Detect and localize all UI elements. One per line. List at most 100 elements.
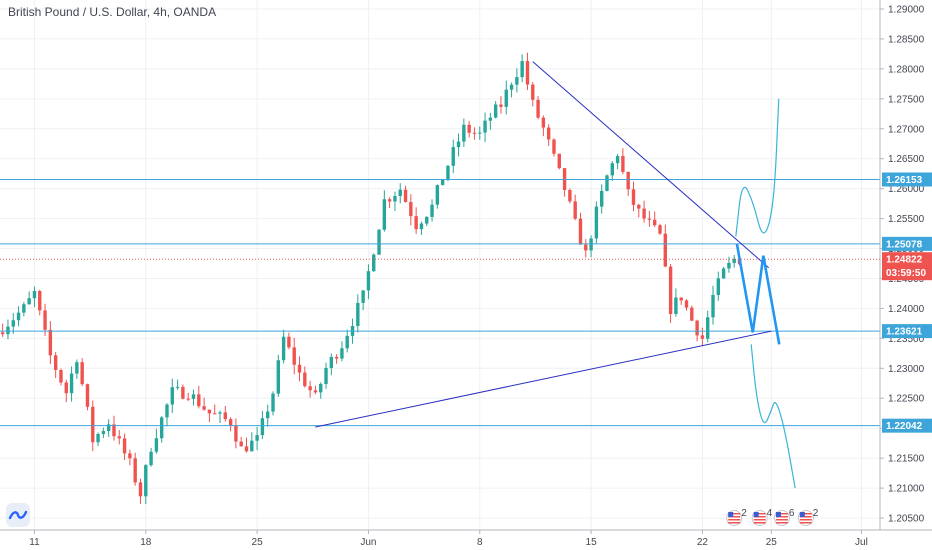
event-marker[interactable] xyxy=(797,510,814,526)
candle xyxy=(356,294,360,333)
flag-canton xyxy=(728,512,734,517)
candle-body xyxy=(658,225,662,234)
candle xyxy=(170,378,174,413)
candle xyxy=(594,201,599,245)
candle-body xyxy=(377,229,381,255)
candle-body xyxy=(472,132,477,134)
candle-body xyxy=(239,441,243,447)
candle xyxy=(266,404,270,427)
candle xyxy=(610,161,614,181)
candle-body xyxy=(101,431,106,434)
candle xyxy=(706,310,710,343)
candle-body xyxy=(366,271,371,291)
candle-body xyxy=(313,390,318,393)
candle-body xyxy=(584,244,588,251)
candle-body xyxy=(541,117,546,128)
candle-body xyxy=(250,440,254,452)
candle xyxy=(711,285,715,325)
candle-body xyxy=(112,424,116,437)
candle-body xyxy=(478,132,482,134)
candle-body xyxy=(234,425,238,442)
candle xyxy=(27,291,31,305)
level-label-bg xyxy=(882,236,932,251)
candle-body xyxy=(493,104,498,118)
candle-body xyxy=(319,383,323,393)
candle xyxy=(186,392,190,402)
candle xyxy=(504,80,508,115)
candle-body xyxy=(578,218,583,245)
candle-body xyxy=(393,196,397,202)
flag-stripe xyxy=(775,516,788,518)
candle-body xyxy=(621,155,625,172)
candle xyxy=(207,409,212,423)
candle xyxy=(59,368,63,386)
y-tick-label: 1.21000 xyxy=(888,484,925,495)
candle-body xyxy=(159,417,164,439)
candle xyxy=(552,138,556,157)
candle xyxy=(69,366,74,402)
candle xyxy=(239,436,243,447)
candle-body xyxy=(223,412,227,420)
y-tick-label: 1.20500 xyxy=(888,514,925,525)
candle xyxy=(122,433,127,461)
candle-body xyxy=(271,393,275,412)
candle-body xyxy=(504,89,508,107)
candle-body xyxy=(706,317,710,339)
candle-body xyxy=(292,347,296,365)
event-marker[interactable] xyxy=(726,510,743,526)
candle xyxy=(22,301,26,317)
candle xyxy=(483,112,487,143)
candle-body xyxy=(653,219,657,226)
flag-stripe xyxy=(753,522,766,524)
candle-body xyxy=(32,291,37,299)
candle-body xyxy=(732,258,736,263)
candle xyxy=(387,197,392,208)
candle xyxy=(663,224,667,268)
candle-body xyxy=(626,171,630,190)
candle xyxy=(218,410,222,423)
candle-body xyxy=(382,199,387,230)
candle xyxy=(234,418,238,449)
candle-body xyxy=(557,153,561,169)
candle-body xyxy=(48,329,53,356)
x-tick-label: 15 xyxy=(586,537,598,548)
candle-body xyxy=(663,233,667,267)
event-count: 6 xyxy=(789,508,795,519)
candle xyxy=(329,353,334,376)
x-tick-label: 22 xyxy=(697,537,709,548)
candle-body xyxy=(435,185,440,205)
candle xyxy=(690,305,694,322)
candle xyxy=(372,253,376,272)
candle-body xyxy=(324,368,328,384)
y-tick-label: 1.27500 xyxy=(888,94,925,105)
candle-body xyxy=(573,201,577,219)
candle-body xyxy=(276,360,281,394)
candle xyxy=(334,354,339,364)
flag-stripe xyxy=(728,516,741,518)
candle-body xyxy=(122,438,127,454)
candle-body xyxy=(22,304,26,313)
tradingview-logo[interactable] xyxy=(6,503,30,527)
candle xyxy=(175,379,180,390)
candle-body xyxy=(11,320,15,327)
event-marker[interactable] xyxy=(773,510,790,526)
candle-body xyxy=(213,413,217,415)
candle xyxy=(562,167,567,197)
candle xyxy=(11,313,15,334)
y-tick-label: 1.26500 xyxy=(888,154,925,165)
candle-body xyxy=(244,446,249,452)
candle xyxy=(255,426,259,451)
event-marker[interactable] xyxy=(751,510,768,526)
candle xyxy=(557,153,561,170)
candle xyxy=(144,464,148,505)
candle xyxy=(509,82,514,98)
candle xyxy=(250,432,254,452)
candle-body xyxy=(674,297,678,314)
candle xyxy=(573,194,577,221)
y-tick-label: 1.27000 xyxy=(888,124,925,135)
candle xyxy=(589,235,593,258)
candle-body xyxy=(520,61,524,78)
candle xyxy=(541,115,546,137)
